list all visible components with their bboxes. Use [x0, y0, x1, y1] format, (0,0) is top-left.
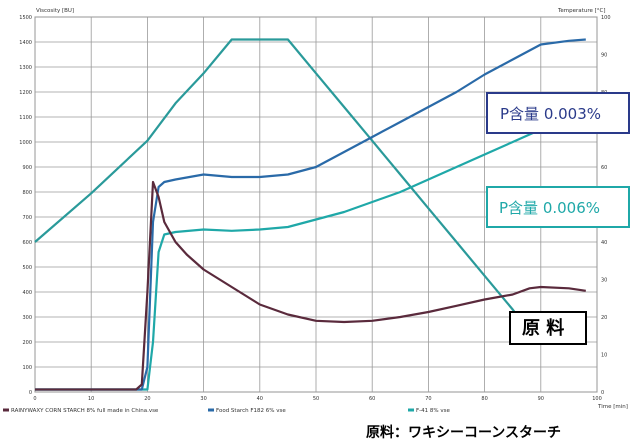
- y-right-tick-label: 60: [601, 165, 607, 171]
- callout-p-003-text: P含量 0.003%: [500, 105, 601, 123]
- y-right-axis-title: Temperature [°C]: [557, 8, 605, 14]
- y-left-tick-label: 700: [22, 215, 32, 221]
- x-tick-label: 50: [313, 396, 319, 402]
- callout-raw-box: [509, 311, 587, 345]
- legend-label-raw: RAINYWAXY CORN STARCH 8% full made in Ch…: [11, 408, 159, 414]
- y-right-tick-label: 10: [601, 353, 607, 359]
- y-left-tick-label: 1100: [19, 115, 32, 121]
- y-left-tick-label: 200: [22, 340, 32, 346]
- y-right-tick-label: 100: [601, 15, 611, 21]
- callout-p-003: P含量 0.003%: [486, 92, 630, 134]
- callout-p-006-text: P含量 0.006%: [499, 199, 600, 217]
- y-right-tick-label: 20: [601, 315, 607, 321]
- x-axis-title: Time [min]: [597, 404, 628, 410]
- y-left-tick-label: 400: [22, 290, 32, 296]
- y-left-tick-label: 500: [22, 265, 32, 271]
- caption: 原料：ワキシーコーンスターチ: [366, 424, 561, 441]
- legend-label-f182: Food Starch F182 6% vse: [216, 408, 286, 414]
- y-left-tick-label: 1500: [19, 15, 32, 21]
- y-left-tick-label: 100: [22, 365, 32, 371]
- x-tick-label: 30: [200, 396, 206, 402]
- x-tick-label: 80: [481, 396, 487, 402]
- x-tick-label: 90: [538, 396, 544, 402]
- y-left-tick-label: 1200: [19, 90, 32, 96]
- x-tick-label: 20: [144, 396, 150, 402]
- callout-raw-text: 原 料: [522, 317, 564, 339]
- callout-p-003-box: [486, 92, 630, 134]
- x-tick-label: 40: [257, 396, 263, 402]
- callout-raw: 原 料: [509, 311, 587, 345]
- legend: RAINYWAXY CORN STARCH 8% full made in Ch…: [3, 408, 450, 414]
- series-line-viscosity-1: [35, 38, 586, 391]
- callout-p-006: P含量 0.006%: [486, 186, 630, 228]
- y-right-tick-label: 30: [601, 278, 607, 284]
- x-tick-label: 100: [592, 396, 602, 402]
- y-left-tick-label: 0: [29, 390, 32, 396]
- series-line-viscosity-2: [35, 125, 586, 391]
- y-left-tick-label: 1300: [19, 65, 32, 71]
- series-line-viscosity-0: [35, 180, 586, 391]
- y-right-tick-label: 90: [601, 53, 607, 59]
- x-tick-label: 10: [88, 396, 94, 402]
- y-left-tick-label: 1400: [19, 40, 32, 46]
- y-left-tick-label: 300: [22, 315, 32, 321]
- callout-p-006-box: [486, 186, 630, 228]
- y-right-tick-label: 40: [601, 240, 607, 246]
- y-left-tick-label: 1000: [19, 140, 32, 146]
- x-tick-label: 60: [369, 396, 375, 402]
- y-left-tick-label: 800: [22, 190, 32, 196]
- y-left-axis-title: Viscosity [BU]: [36, 8, 74, 14]
- x-tick-label: 70: [425, 396, 431, 402]
- y-left-tick-label: 900: [22, 165, 32, 171]
- y-right-tick-label: 0: [601, 390, 604, 396]
- legend-label-f41: F-41 8% vse: [416, 408, 450, 414]
- x-tick-label: 0: [33, 396, 36, 402]
- y-left-tick-label: 600: [22, 240, 32, 246]
